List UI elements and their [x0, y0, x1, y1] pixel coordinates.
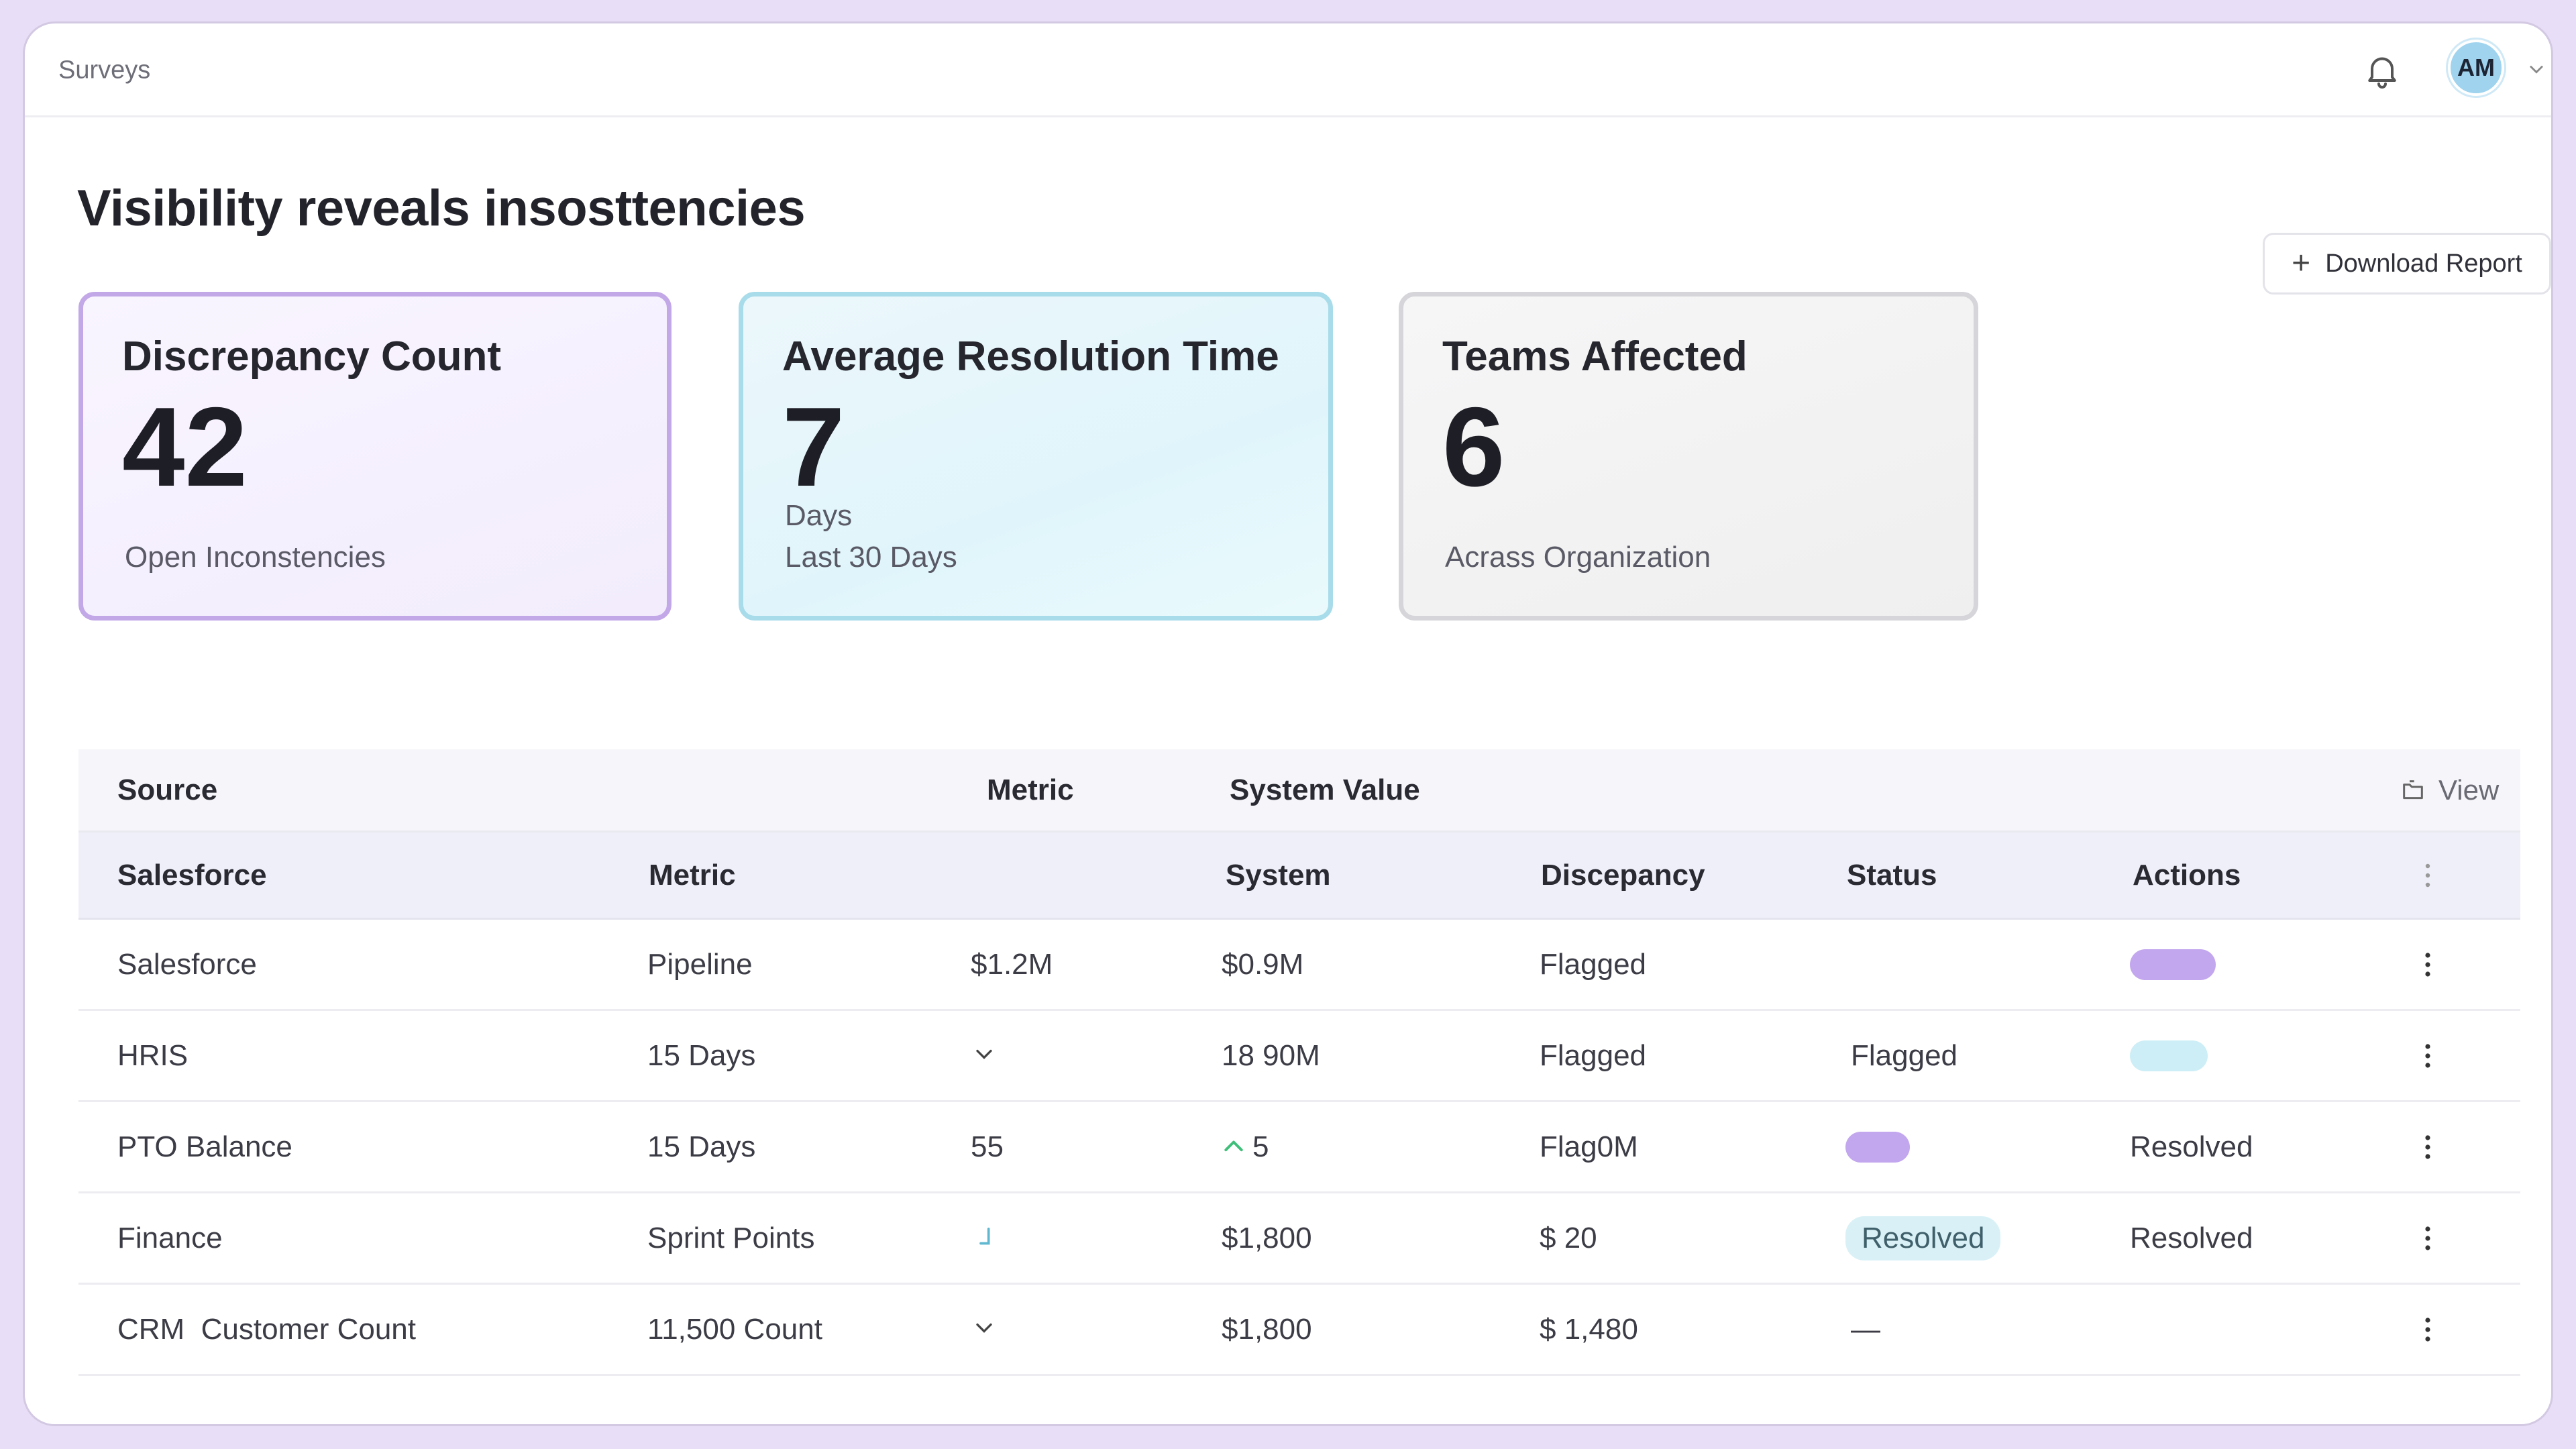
table-row[interactable]: Finance Sprint Points $1,800 $ 20 Resolv…: [78, 1193, 2520, 1285]
action-pill[interactable]: [2130, 1040, 2208, 1071]
cell-source: Salesforce: [117, 947, 257, 981]
cell-metric: Sprint Points: [647, 1221, 815, 1254]
table-header-primary: Source Metric System Value View: [78, 749, 2520, 833]
cell-metric: 11,500 Count: [647, 1312, 822, 1346]
page-title: Visibility reveals insosttencies: [77, 180, 806, 237]
header-col-source[interactable]: Salesforce: [117, 858, 267, 892]
sort-icon[interactable]: [971, 1223, 998, 1253]
cell-system: 5: [1252, 1130, 1269, 1163]
header-source[interactable]: Source: [117, 773, 218, 806]
kebab-icon[interactable]: [2424, 1315, 2432, 1344]
card-title: Average Resolution Time: [782, 333, 1279, 380]
cell-source: Finance: [117, 1221, 223, 1254]
cell-system: $1,800: [1222, 1312, 1312, 1346]
kebab-icon[interactable]: [2424, 861, 2432, 890]
cell-actions: Resolved: [2130, 1130, 2253, 1163]
card-unit: Days: [785, 499, 853, 532]
header-col-status[interactable]: Status: [1847, 858, 1937, 892]
chevron-down-icon[interactable]: [971, 1040, 998, 1071]
header-col-discrepancy[interactable]: Discepancy: [1541, 858, 1705, 892]
card-value: 7: [782, 384, 845, 510]
status-pill[interactable]: [1845, 1131, 1910, 1163]
table-header-secondary: Salesforce Metric System Discepancy Stat…: [78, 833, 2520, 920]
cell-source: HRIS: [117, 1038, 189, 1072]
status-badge[interactable]: Resolved: [1845, 1216, 2001, 1260]
cell-status: —: [1851, 1312, 1880, 1346]
header-metric[interactable]: Metric: [987, 773, 1074, 806]
top-bar: Surveys AM: [25, 23, 2551, 117]
card-title: Discrepancy Count: [122, 333, 502, 380]
download-report-button[interactable]: + Download Report: [2263, 233, 2551, 294]
table-row[interactable]: HRIS 15 Days 18 90M Flagged Flagged: [78, 1011, 2520, 1102]
discrepancy-table: Source Metric System Value View Salesfor…: [78, 749, 2520, 1376]
kebab-icon[interactable]: [2424, 1224, 2432, 1253]
cell-discrepancy: $ 20: [1540, 1221, 1597, 1254]
cell-source: CRM Customer Count: [117, 1312, 417, 1346]
app-name[interactable]: Surveys: [58, 56, 151, 85]
view-label: View: [2438, 773, 2500, 806]
cell-discrepancy: Flagged: [1540, 947, 1647, 981]
card-title: Teams Affected: [1442, 333, 1748, 380]
table-row[interactable]: PTO Balance 15 Days 55 5 Flag0M Resolved: [78, 1102, 2520, 1193]
trend-up-icon: [1220, 1132, 1247, 1162]
cell-actions: Resolved: [2130, 1221, 2253, 1254]
cell-discrepancy: Flag0M: [1540, 1130, 1638, 1163]
discrepancy-count-card[interactable]: Discrepancy Count 42 Open Inconstencies: [78, 292, 672, 621]
app-window: Surveys AM Visibility reveals insosttenc…: [23, 21, 2553, 1426]
average-resolution-card[interactable]: Average Resolution Time 7 Days Last 30 D…: [739, 292, 1333, 621]
view-button[interactable]: View: [2400, 774, 2499, 806]
cell-system: $1,800: [1222, 1221, 1312, 1254]
cell-expected: $1.2M: [971, 947, 1053, 981]
cell-discrepancy: Flagged: [1540, 1038, 1647, 1072]
card-value: 42: [122, 384, 248, 510]
header-col-metric[interactable]: Metric: [649, 858, 736, 892]
action-pill[interactable]: [2130, 949, 2216, 980]
header-col-actions[interactable]: Actions: [2133, 858, 2241, 892]
cell-system: $0.9M: [1222, 947, 1304, 981]
cell-discrepancy: $ 1,480: [1540, 1312, 1638, 1346]
cell-system: 18 90M: [1222, 1038, 1320, 1072]
kebab-icon[interactable]: [2424, 950, 2432, 979]
card-subtitle: Acrass Organization: [1445, 541, 1711, 574]
card-subtitle: Open Inconstencies: [125, 541, 386, 574]
cell-status: Flagged: [1851, 1038, 1958, 1072]
cell-metric: Pipeline: [647, 947, 753, 981]
download-report-label: Download Report: [2325, 249, 2522, 278]
cell-metric: 15 Days: [647, 1038, 756, 1072]
user-avatar[interactable]: AM: [2448, 40, 2504, 96]
view-icon: [2403, 780, 2423, 799]
card-value: 6: [1442, 384, 1505, 510]
table-row[interactable]: Salesforce Pipeline $1.2M $0.9M Flagged: [78, 920, 2520, 1011]
teams-affected-card[interactable]: Teams Affected 6 Acrass Organization: [1399, 292, 1978, 621]
table-row[interactable]: CRM Customer Count 11,500 Count $1,800 $…: [78, 1285, 2520, 1376]
plus-icon: +: [2292, 246, 2311, 281]
kebab-icon[interactable]: [2424, 1132, 2432, 1162]
kebab-icon[interactable]: [2424, 1041, 2432, 1071]
header-system-value[interactable]: System Value: [1230, 773, 1420, 806]
card-subtitle: Last 30 Days: [785, 541, 957, 574]
bell-icon[interactable]: [2362, 50, 2402, 91]
chevron-down-icon[interactable]: [2527, 60, 2546, 78]
cell-source: PTO Balance: [117, 1130, 292, 1163]
cell-metric: 15 Days: [647, 1130, 756, 1163]
cell-expected: 55: [971, 1130, 1004, 1163]
chevron-down-icon[interactable]: [971, 1314, 998, 1344]
header-col-system[interactable]: System: [1226, 858, 1331, 892]
